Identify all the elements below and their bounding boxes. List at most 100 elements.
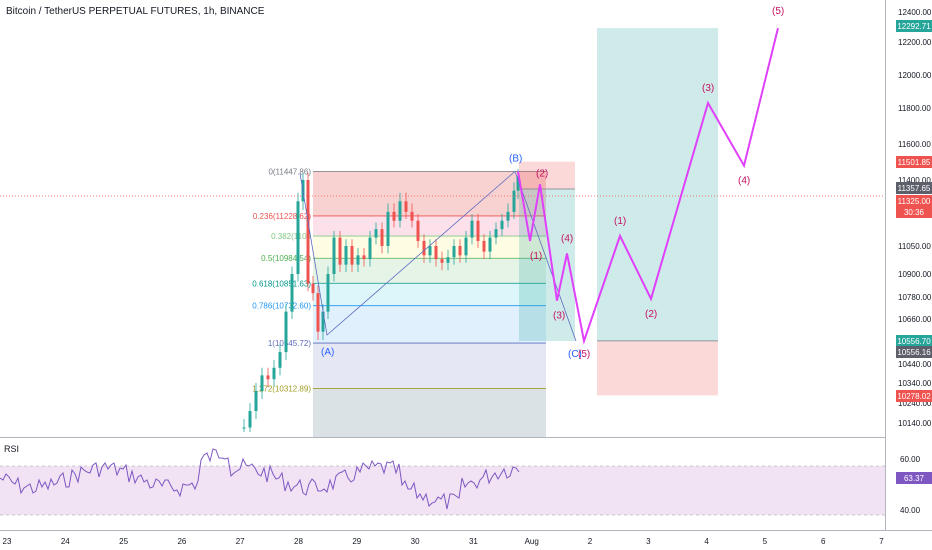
price-badge [896, 390, 932, 402]
wave-label: (2) [645, 309, 657, 320]
rsi-tick: 40.00 [900, 506, 921, 515]
candle-body [422, 240, 426, 256]
time-tick: Aug [525, 537, 539, 546]
price-axis[interactable]: 12400.00 12200.00 12000.00 11800.00 11600.00… [898, 8, 932, 515]
candle-body [332, 237, 336, 274]
wave-label: (2) [536, 168, 548, 179]
fib-level-label: 1(10545.72) [268, 339, 311, 348]
candle-body [428, 246, 432, 256]
time-tick: 27 [236, 537, 245, 546]
abc-label: (C) [568, 349, 582, 360]
candle-body [368, 237, 372, 260]
candle-body [470, 220, 474, 238]
fib-level-label: 0.382(1109 [271, 232, 311, 241]
candle-body [434, 246, 438, 260]
candle-body [306, 180, 310, 284]
time-tick: 30 [411, 537, 420, 546]
time-tick: 4 [704, 537, 709, 546]
candle-body [458, 246, 462, 256]
price-badge [896, 206, 932, 218]
position-boxes[interactable] [519, 28, 718, 396]
time-tick: 23 [3, 537, 12, 546]
fib-level-label: 0.5(10984.54) [261, 254, 311, 263]
candle-body [254, 391, 258, 411]
price-badge-text: 11501.85 [898, 158, 931, 167]
abc-label: (A) [321, 347, 334, 358]
price-tick: 10240.00 [898, 399, 932, 408]
candle-body [338, 237, 342, 265]
time-tick: 29 [352, 537, 361, 546]
candle-body [344, 246, 348, 265]
rsi-tick: 60.00 [900, 455, 921, 464]
time-tick: 5 [763, 537, 768, 546]
rsi-band [0, 466, 885, 515]
price-badges: 12292.71 11501.85 11357.65 11325.00 30:36 105… [896, 20, 932, 484]
candle-body [398, 201, 402, 221]
price-tick: 12400.00 [898, 8, 932, 17]
time-tick: 3 [646, 537, 651, 546]
price-tick: 12200.00 [898, 38, 932, 47]
candle-body [374, 229, 378, 238]
candle-body [516, 176, 520, 191]
price-tick: 11050.00 [898, 242, 931, 251]
abc-pattern[interactable]: (A) (B) (C) [299, 153, 582, 360]
short-stop-zone [519, 161, 575, 190]
price-tick: 12000.00 [898, 71, 932, 80]
candle-body [440, 259, 444, 263]
abc-path [299, 170, 577, 342]
price-tick: 10660.00 [898, 315, 932, 324]
rsi-badge [896, 472, 932, 484]
fib-level-label: 1.272(10312.89) [252, 384, 311, 393]
wave-label: (4) [561, 233, 573, 244]
candle-body [494, 229, 498, 238]
price-badge [896, 20, 932, 32]
candle-body [410, 211, 414, 221]
fib-level-label: 0.618(10851.63) [252, 279, 311, 288]
fib-zone [313, 171, 546, 216]
time-tick: 25 [119, 537, 128, 546]
candles [242, 169, 520, 432]
price-badge-text: 10556.16 [897, 348, 931, 357]
rsi-badge-text: 63.37 [904, 474, 925, 483]
wave-projection[interactable]: (1) (2) (3) (4) (5) (1) (2) (3) (4) (5) [517, 6, 784, 360]
candle-body [266, 375, 270, 380]
time-tick: 2 [588, 537, 593, 546]
candle-body [242, 427, 246, 429]
candle-body [392, 211, 396, 221]
candle-body [404, 201, 408, 212]
candle-body [416, 220, 420, 241]
candle-body [248, 411, 252, 428]
candle-body [284, 311, 288, 353]
time-axis[interactable]: 23 24 25 26 27 28 29 30 31 Aug 2 3 4 5 6 7 [3, 537, 885, 546]
price-tick: 10900.00 [898, 270, 932, 279]
price-badge-text: 12292.71 [897, 22, 931, 31]
time-tick: 28 [294, 537, 303, 546]
candle-body [350, 246, 354, 265]
fib-zone [313, 258, 546, 284]
abc-label: (B) [509, 153, 522, 164]
fib-zone [313, 388, 546, 437]
fib-level-label: 0.786(10732.60) [252, 302, 311, 311]
candle-body [326, 274, 330, 312]
candle-body [356, 255, 360, 265]
candle-body [464, 237, 468, 256]
price-badge-text: 30:36 [904, 208, 925, 217]
price-tick: 10780.00 [898, 293, 932, 302]
wave-label: (3) [553, 311, 565, 322]
price-badge [896, 195, 932, 207]
short-target-zone [519, 189, 575, 341]
fib-zone [313, 343, 546, 389]
candle-body [380, 229, 384, 246]
candle-body [316, 293, 320, 332]
price-tick: 11400.00 [898, 176, 931, 185]
candle-body [512, 190, 516, 212]
price-badge [896, 346, 932, 358]
time-tick: 6 [821, 537, 826, 546]
candle-body [321, 311, 325, 332]
rsi-line [0, 448, 520, 510]
wave-label: (5) [772, 6, 784, 17]
candle-body [500, 220, 504, 230]
fib-zone [313, 283, 546, 306]
price-tick: 10340.00 [898, 379, 932, 388]
